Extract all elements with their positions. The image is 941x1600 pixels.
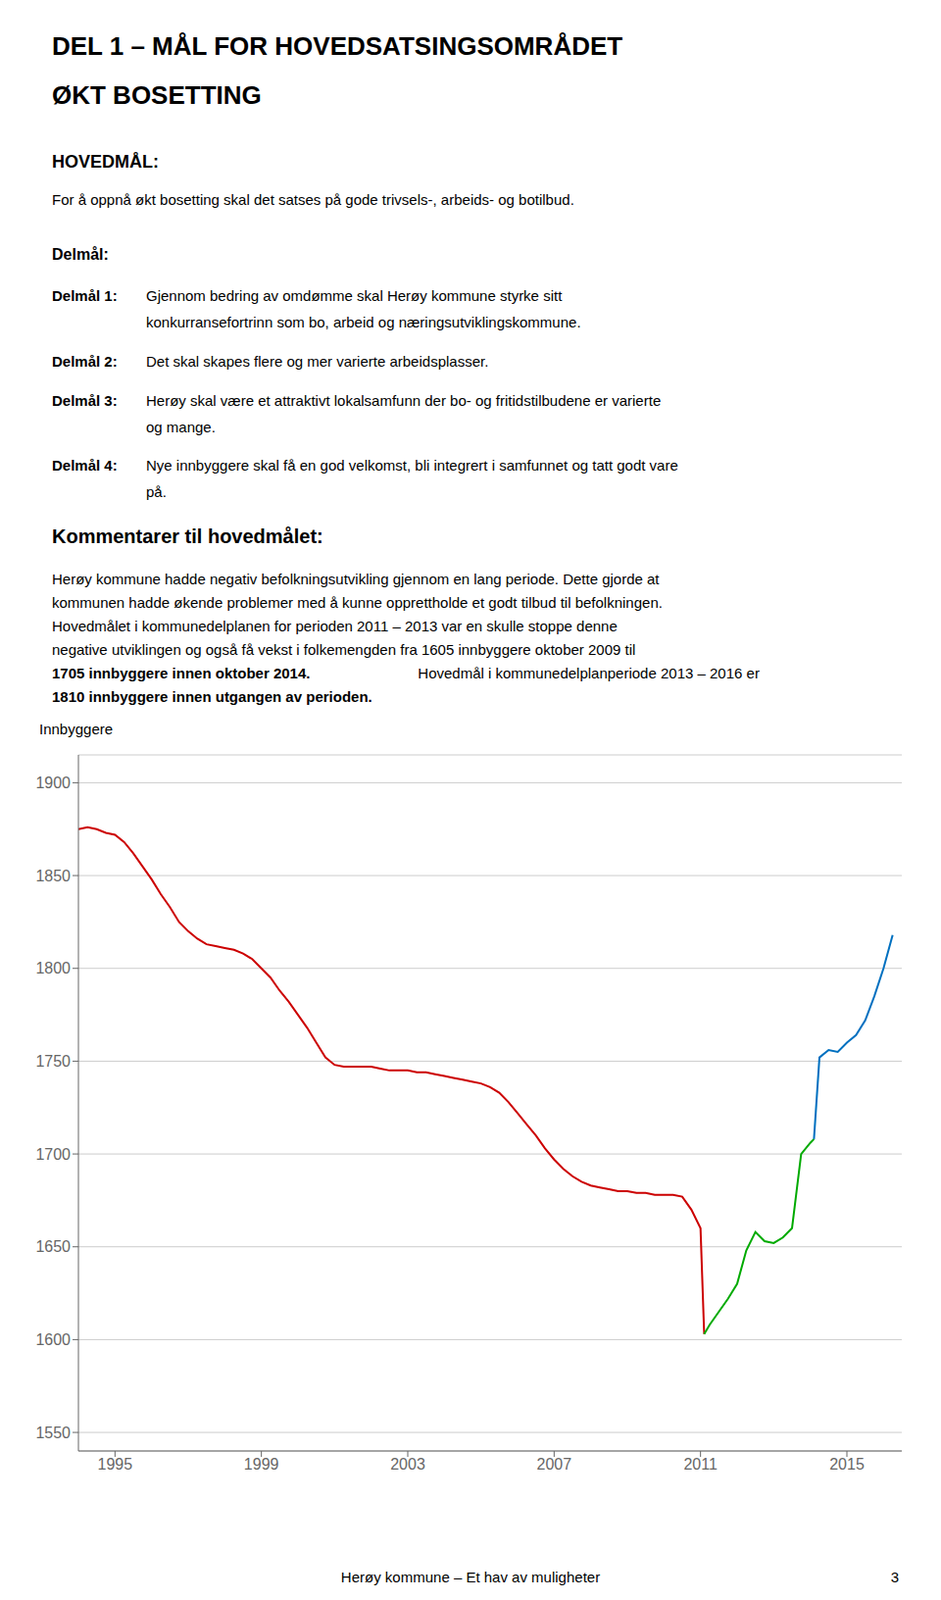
html-text:Delmål 3:: Delmål 3: <box>51 392 118 409</box>
svg-text:1800: 1800 <box>35 959 71 977</box>
html-text:Delmål 1:: Delmål 1: <box>51 287 118 304</box>
svg-text:1550: 1550 <box>35 1424 71 1441</box>
html-text:Hovedmålet i kommunedelplanen: Hovedmålet i kommunedelplanen for period… <box>51 617 618 635</box>
html-text:Nye innbyggere skal få en god: Nye innbyggere skal få en god velkomst, … <box>146 456 679 474</box>
html-text:DEL 1 – MÅL FOR HOVEDSATSINGSO: DEL 1 – MÅL FOR HOVEDSATSINGSOMRÅDET <box>51 31 623 61</box>
html-text:For å oppnå økt bosetting skal: For å oppnå økt bosetting skal det satse… <box>51 191 575 208</box>
svg-text:1999: 1999 <box>244 1455 280 1473</box>
html-text:og mange.: og mange. <box>146 418 216 436</box>
html-text:Herøy skal være et attraktivt: Herøy skal være et attraktivt lokalsamfu… <box>146 392 661 409</box>
html-text:Herøy kommune – Et hav av muli: Herøy kommune – Et hav av muligheter <box>341 1568 600 1585</box>
svg-text:1700: 1700 <box>35 1145 71 1163</box>
html-text:Herøy kommune hadde negativ be: Herøy kommune hadde negativ befolkningsu… <box>51 570 660 588</box>
svg-text:2011: 2011 <box>683 1455 718 1473</box>
svg-text:2003: 2003 <box>390 1455 426 1473</box>
html-text:kommunen hadde økende probleme: kommunen hadde økende problemer med å ku… <box>51 594 663 611</box>
html-text:Innbyggere: Innbyggere <box>39 720 113 738</box>
html-text:Det skal skapes flere og mer v: Det skal skapes flere og mer varierte ar… <box>146 352 489 370</box>
html-text:3: 3 <box>890 1568 899 1585</box>
html-text:på.: på. <box>146 483 167 500</box>
svg-text:2015: 2015 <box>829 1455 865 1473</box>
html-text:1810 innbyggere innen utgangen: 1810 innbyggere innen utgangen av period… <box>51 688 373 705</box>
svg-text:1650: 1650 <box>35 1238 71 1255</box>
html-text:Kommentarer til hovedmålet:: Kommentarer til hovedmålet: <box>51 525 324 547</box>
svg-text:1750: 1750 <box>35 1052 71 1070</box>
svg-text:1600: 1600 <box>35 1331 71 1348</box>
html-text:Hovedmål i kommunedelplanperio: Hovedmål i kommunedelplanperiode 2013 – … <box>409 664 760 682</box>
html-text:Delmål:: Delmål: <box>51 246 109 263</box>
html-text:negative utviklingen og også f: negative utviklingen og også få vekst i … <box>51 641 636 658</box>
html-text:HOVEDMÅL:: HOVEDMÅL: <box>51 151 159 172</box>
svg-text:1850: 1850 <box>35 867 71 885</box>
svg-text:2007: 2007 <box>537 1455 573 1473</box>
html-text:ØKT BOSETTING: ØKT BOSETTING <box>51 80 262 110</box>
html-text:1705 innbyggere innen oktober: 1705 innbyggere innen oktober 2014. <box>51 664 311 682</box>
html-text:Gjennom bedring av omdømme ska: Gjennom bedring av omdømme skal Herøy ko… <box>146 287 562 304</box>
html-text:Delmål 4:: Delmål 4: <box>51 456 118 474</box>
html-text:konkurransefortrinn som bo, ar: konkurransefortrinn som bo, arbeid og næ… <box>146 313 581 331</box>
svg-text:1995: 1995 <box>98 1455 134 1473</box>
html-text:Delmål 2:: Delmål 2: <box>51 352 118 370</box>
svg-text:1900: 1900 <box>35 774 71 792</box>
